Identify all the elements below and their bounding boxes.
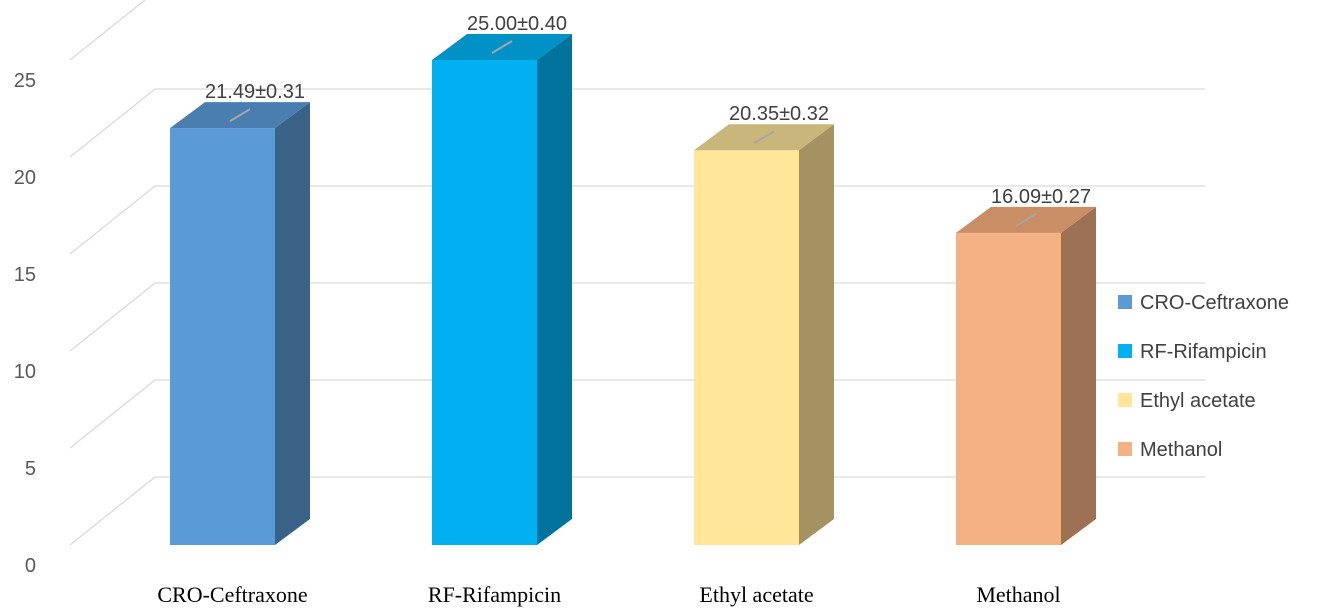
legend-swatch xyxy=(1118,442,1132,456)
data-label: 16.09±0.27 xyxy=(991,186,1091,208)
leader-line xyxy=(491,40,513,54)
x-tick-label: CRO-Ceftraxone xyxy=(157,582,307,607)
gridline-depth xyxy=(69,282,156,352)
x-tick-label: RF-Rifampicin xyxy=(428,582,561,607)
legend-label: CRO-Ceftraxone xyxy=(1140,292,1289,314)
bar-front xyxy=(170,128,275,545)
data-label: 25.00±0.40 xyxy=(467,13,567,35)
bar-front xyxy=(432,60,537,545)
y-tick-label: 20 xyxy=(14,167,36,189)
bar-front xyxy=(956,232,1061,545)
bar-front xyxy=(694,150,799,545)
gridline-depth xyxy=(69,476,156,546)
gridline-depth xyxy=(69,88,156,158)
y-tick-label: 0 xyxy=(25,555,36,577)
legend-label: RF-Rifampicin xyxy=(1140,341,1267,363)
bar-side xyxy=(799,124,834,546)
x-tick-label: Ethyl acetate xyxy=(699,582,813,607)
bar-side xyxy=(275,102,310,546)
y-tick-label: 25 xyxy=(14,70,36,92)
legend-label: Ethyl acetate xyxy=(1140,390,1256,412)
legend-swatch xyxy=(1118,344,1132,358)
gridline-depth xyxy=(69,185,156,255)
y-tick-label: 15 xyxy=(14,264,36,286)
bar-side xyxy=(537,34,572,545)
data-label: 21.49±0.31 xyxy=(205,81,305,103)
leader-line xyxy=(1015,212,1037,227)
data-label: 20.35±0.32 xyxy=(729,103,829,125)
gridline-depth xyxy=(69,0,147,61)
bar-side xyxy=(1061,206,1096,545)
y-tick-label: 5 xyxy=(25,458,36,480)
legend-swatch xyxy=(1118,295,1132,309)
legend-label: Methanol xyxy=(1140,439,1222,461)
leader-line xyxy=(229,108,251,122)
y-tick-label: 10 xyxy=(14,361,36,383)
x-tick-label: Methanol xyxy=(976,582,1060,607)
gridline-depth xyxy=(69,379,156,449)
leader-line xyxy=(753,130,775,145)
legend-swatch xyxy=(1118,393,1132,407)
